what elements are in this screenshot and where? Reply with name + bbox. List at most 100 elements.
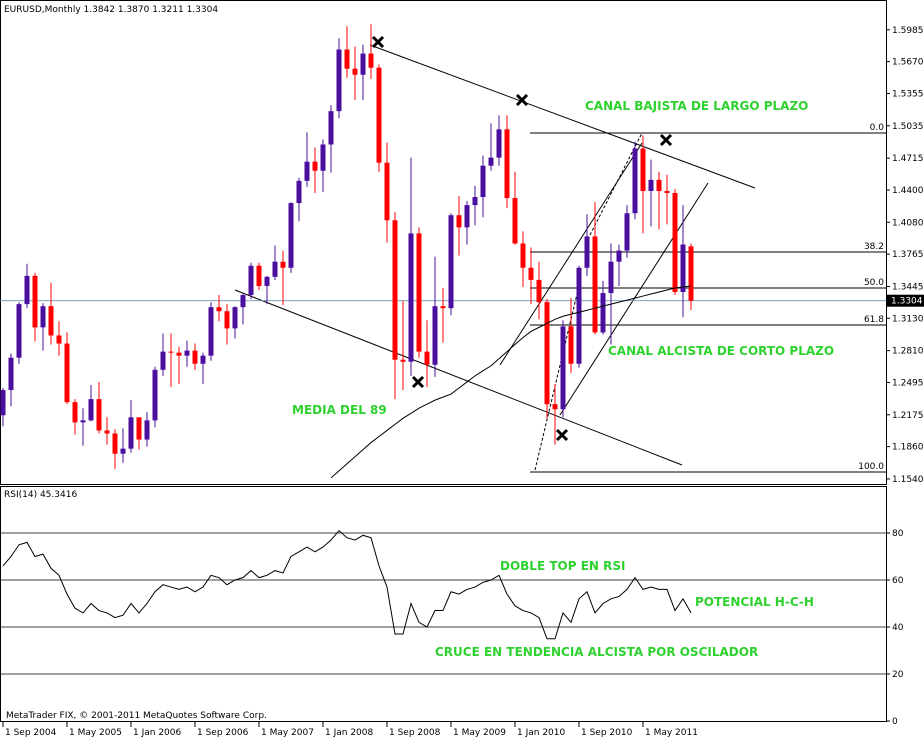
candle-body: [616, 250, 622, 262]
x-tick-label: 1 May 2009: [453, 728, 506, 738]
x-marker: [515, 93, 529, 107]
candle-body: [152, 369, 158, 421]
candle-body: [136, 417, 142, 440]
x-tick-label: 1 Sep 2004: [5, 728, 57, 738]
y-tick-label: 20: [892, 670, 904, 680]
candle-body: [416, 233, 422, 352]
candle-body: [464, 205, 470, 228]
candle-body: [400, 359, 406, 362]
candle-body: [536, 279, 542, 303]
candle-body: [224, 311, 230, 329]
y-tick-label: 1.3445: [892, 282, 924, 292]
candle-body: [320, 144, 326, 171]
y-tick-label: 1.5670: [892, 58, 924, 68]
price-header: EURUSD,Monthly 1.3842 1.3870 1.3211 1.33…: [4, 5, 218, 15]
x-tick-label: 1 Jan 2010: [517, 728, 565, 738]
candle-body: [360, 53, 366, 75]
candle-body: [72, 402, 78, 423]
candle-body: [496, 129, 502, 158]
candle-body: [560, 326, 566, 410]
moving-average: [330, 285, 692, 479]
candle-body: [584, 236, 590, 268]
candle-body: [184, 350, 190, 356]
y-tick-label: 1.4400: [892, 186, 924, 196]
x-marker: [371, 35, 385, 49]
candle-body: [432, 306, 438, 365]
candle-body: [544, 302, 550, 405]
candle-body: [352, 68, 358, 75]
candle-body: [64, 343, 70, 403]
candle-body: [648, 179, 654, 191]
x-tick-label: 1 Sep 2010: [581, 728, 633, 738]
rsi-line: [2, 529, 692, 640]
x-tick-label: 1 Jan 2006: [133, 728, 181, 738]
y-tick-label: 40: [892, 623, 904, 633]
y-tick-label: 1.1860: [892, 443, 924, 453]
x-tick-label: 1 May 2011: [645, 728, 698, 738]
candle-body: [168, 351, 174, 353]
candle-body: [336, 49, 342, 112]
candle-body: [520, 243, 526, 268]
candle-body: [592, 236, 598, 333]
candle-body: [600, 293, 606, 333]
candle-body: [256, 265, 262, 286]
rsi-header: RSI(14) 45.3416: [4, 490, 77, 500]
candle-body: [504, 129, 510, 199]
y-tick-label: 0: [892, 717, 898, 727]
y-tick-label: 80: [892, 529, 904, 539]
ma-label: MEDIA DEL 89: [292, 403, 387, 417]
candle-body: [376, 67, 382, 163]
price-panel: [0, 0, 887, 485]
candle-body: [144, 420, 150, 440]
candle-body: [104, 430, 110, 434]
footer: MetaTrader FIX, © 2001-2011 MetaQuotes S…: [6, 711, 267, 721]
candle-body: [328, 111, 334, 145]
candle-body: [264, 276, 270, 286]
y-tick-label: 1.5355: [892, 89, 924, 99]
x-marker: [555, 428, 569, 442]
y-tick-label: 1.3130: [892, 314, 924, 324]
candle-body: [48, 306, 54, 336]
candle-body: [656, 179, 662, 191]
y-tick-label: 1.4715: [892, 154, 924, 164]
candle-body: [480, 165, 486, 198]
candle-body: [568, 326, 574, 364]
candle-body: [384, 162, 390, 221]
candle-body: [240, 295, 246, 308]
candle-body: [624, 213, 630, 251]
fib-label: 100.0: [858, 462, 884, 472]
x-marker: [659, 133, 673, 147]
y-tick-label: 1.5035: [892, 122, 924, 132]
candle-body: [280, 261, 286, 268]
candle-body: [232, 307, 238, 329]
candle-body: [192, 350, 198, 364]
candle-body: [200, 355, 206, 364]
y-tick-label: 1.2175: [892, 411, 924, 421]
candle-body: [640, 148, 646, 191]
candle-body: [368, 53, 374, 68]
candle-body: [680, 244, 686, 293]
candle-body: [528, 267, 534, 280]
candle-body: [632, 148, 638, 214]
annotation: CRUCE EN TENDENCIA ALCISTA POR OSCILADOR: [435, 645, 758, 659]
candle-body: [424, 351, 430, 365]
candle-body: [344, 49, 350, 69]
candle-body: [88, 399, 94, 421]
y-tick-label: 1.5985: [892, 26, 924, 36]
candle-body: [392, 220, 398, 360]
drawings: [234, 44, 886, 473]
candle-body: [40, 306, 46, 328]
fib-label: 38.2: [864, 242, 884, 252]
candle-body: [112, 433, 118, 454]
annotation: CANAL ALCISTA DE CORTO PLAZO: [608, 344, 834, 358]
fib-label: 61.8: [864, 315, 884, 325]
candle-body: [312, 161, 318, 171]
rsi-panel: [0, 486, 887, 722]
candle-body: [96, 399, 102, 431]
price-tag-label: 1.3304: [891, 297, 923, 307]
candle-body: [488, 157, 494, 166]
candle-body: [288, 203, 294, 268]
candle-body: [448, 215, 454, 309]
candle-body: [176, 352, 182, 356]
